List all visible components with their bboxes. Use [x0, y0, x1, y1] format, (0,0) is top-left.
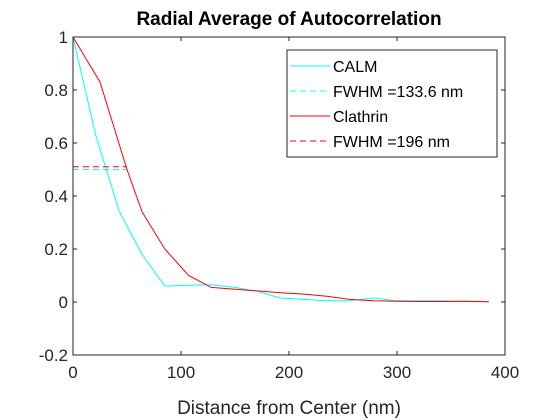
legend-label-0: CALM: [333, 59, 377, 76]
y-tick-label: 0: [59, 293, 68, 312]
chart-title: Radial Average of Autocorrelation: [136, 9, 441, 30]
series-layer: [72, 36, 489, 303]
x-tick-label: 200: [275, 363, 303, 382]
legend-box: [286, 49, 498, 158]
y-tick-label: 0.4: [44, 187, 68, 206]
y-tick-label: 0.8: [44, 81, 68, 100]
y-tick-label: 1: [59, 28, 68, 47]
x-tick-label: 100: [167, 363, 195, 382]
y-tick-label: -0.2: [39, 346, 68, 365]
legend-label-2: Clathrin: [333, 109, 388, 126]
x-tick-label: 300: [383, 363, 411, 382]
legend: CALM FWHM =133.6 nm Clathrin FWHM =196 nm: [286, 49, 498, 158]
series-line-2: [72, 36, 489, 303]
x-tick-label: 400: [491, 363, 519, 382]
y-tick-label: 0.2: [44, 240, 68, 259]
legend-label-1: FWHM =133.6 nm: [333, 84, 463, 101]
x-tick-label: 0: [68, 363, 77, 382]
tick-marks: [72, 36, 506, 356]
x-axis-title: Distance from Center (nm): [177, 398, 401, 419]
legend-label-3: FWHM =196 nm: [333, 134, 450, 151]
y-tick-label: 0.6: [44, 134, 68, 153]
series-line-0: [72, 36, 489, 303]
tick-labels: 0 100 200 300 400-0.200.20.40.60.81: [39, 28, 519, 382]
